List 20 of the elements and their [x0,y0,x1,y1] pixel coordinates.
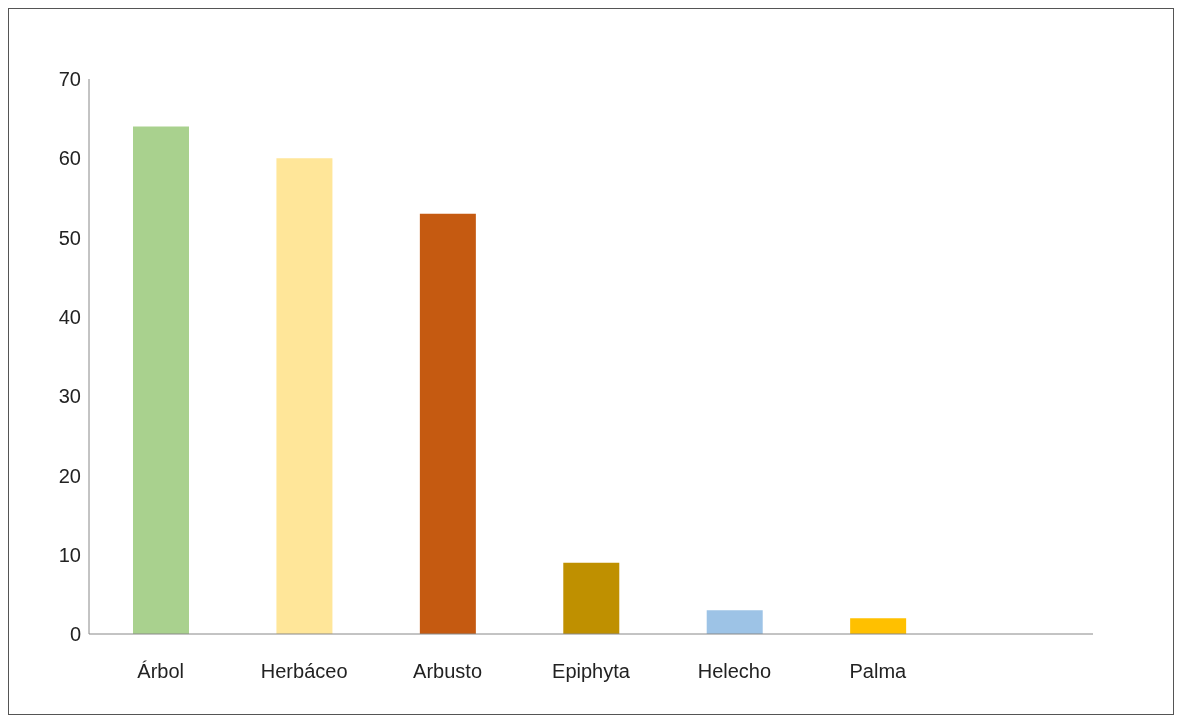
bar [563,562,620,634]
bar [133,126,189,634]
y-tick-label: 0 [69,623,81,646]
y-tick-label: 50 [58,226,81,249]
bar [419,213,476,634]
x-tick-label: Herbáceo [260,660,348,683]
bar [706,610,763,634]
y-tick-label: 40 [58,305,81,328]
bar [850,618,907,634]
y-tick-label: 70 [58,68,81,91]
x-tick-label: Árbol [137,660,185,683]
y-tick-label: 60 [58,147,81,170]
x-tick-label: Arbusto [413,660,483,683]
x-tick-label: Helecho [697,660,772,683]
x-tick-label: Palma [849,660,908,683]
x-tick-label: Epiphyta [552,660,631,683]
bar [276,158,333,634]
y-tick-label: 30 [58,385,81,408]
y-tick-label: 10 [58,543,81,566]
y-tick-label: 20 [58,464,81,487]
